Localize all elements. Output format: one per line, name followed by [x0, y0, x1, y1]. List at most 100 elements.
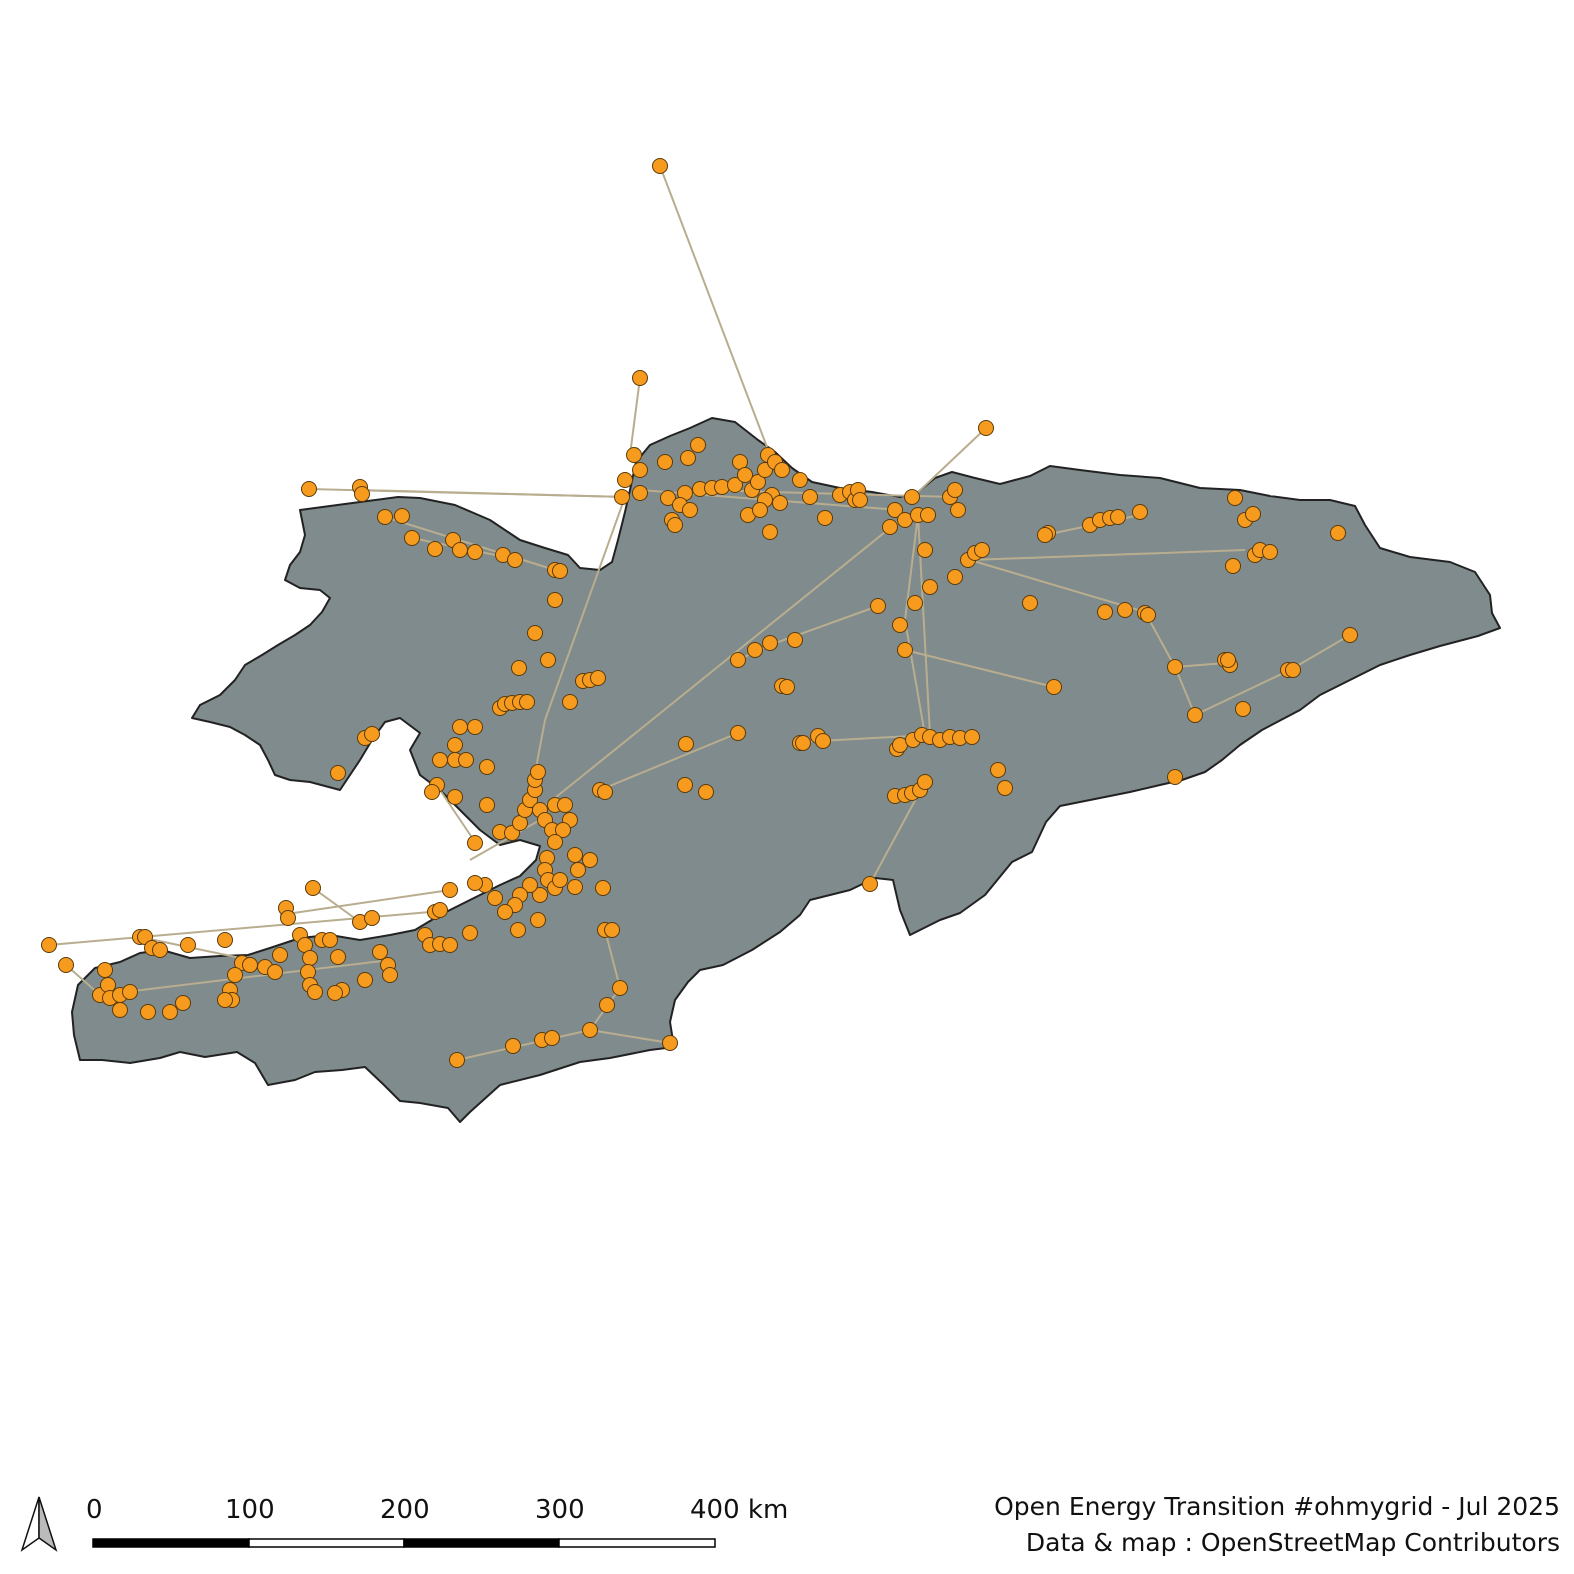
power-line: [1174, 662, 1226, 668]
substation-node: [1330, 525, 1346, 541]
substation-node: [690, 437, 706, 453]
substation-node: [511, 660, 527, 676]
substation-node: [762, 524, 778, 540]
substation-node: [452, 719, 468, 735]
substation-node: [774, 462, 790, 478]
substation-node: [590, 670, 606, 686]
substation-node: [907, 595, 923, 611]
substation-node: [467, 835, 483, 851]
power-line: [589, 1029, 671, 1044]
substation-node: [667, 517, 683, 533]
substation-node: [530, 764, 546, 780]
substation-node: [632, 485, 648, 501]
substation-node: [1235, 701, 1251, 717]
substation-node: [527, 625, 543, 641]
scale-label-300: 300: [535, 1495, 585, 1525]
substation-node: [974, 542, 990, 558]
substation-node: [1285, 662, 1301, 678]
substation-node: [301, 481, 317, 497]
substation-node: [280, 910, 296, 926]
substation-node: [779, 679, 795, 695]
substation-node: [852, 492, 868, 508]
substation-node: [162, 1004, 178, 1020]
substation-node: [922, 579, 938, 595]
substation-node: [626, 447, 642, 463]
substation-node: [1187, 707, 1203, 723]
substation-node: [1227, 490, 1243, 506]
substation-node: [997, 780, 1013, 796]
substation-node: [570, 862, 586, 878]
substation-node: [917, 542, 933, 558]
substation-node: [792, 472, 808, 488]
substation-node: [862, 876, 878, 892]
substation-node: [404, 530, 420, 546]
scale-label-400: 400 km: [690, 1495, 789, 1525]
substation-node: [364, 726, 380, 742]
substation-node: [377, 509, 393, 525]
substation-node: [677, 777, 693, 793]
power-line: [279, 889, 451, 916]
substation-node: [1132, 504, 1148, 520]
substation-node: [897, 642, 913, 658]
substation-node: [1342, 627, 1358, 643]
substation-node: [772, 495, 788, 511]
scale-segment-4: [558, 1538, 716, 1548]
power-line: [914, 427, 987, 496]
substation-node: [892, 617, 908, 633]
substation-node: [394, 508, 410, 524]
substation-node: [750, 474, 766, 490]
power-line: [604, 929, 621, 989]
substation-node: [479, 797, 495, 813]
substation-node: [617, 472, 633, 488]
substation-node: [787, 632, 803, 648]
substation-node: [1225, 558, 1241, 574]
substation-node: [175, 995, 191, 1011]
substation-node: [227, 967, 243, 983]
substation-node: [302, 950, 318, 966]
substation-node: [530, 912, 546, 928]
substation-node: [762, 635, 778, 651]
power-line: [659, 165, 771, 456]
scale-segment-3: [403, 1538, 560, 1548]
substation-node: [447, 789, 463, 805]
substation-node: [599, 997, 615, 1013]
substation-node: [442, 882, 458, 898]
substation-node: [427, 541, 443, 557]
substation-node: [547, 834, 563, 850]
substation-node: [305, 880, 321, 896]
north-arrow-icon: [20, 1496, 58, 1552]
substation-node: [327, 985, 343, 1001]
substation-node: [595, 880, 611, 896]
power-line: [969, 549, 1246, 561]
substation-node: [737, 467, 753, 483]
substation-node: [1262, 544, 1278, 560]
substation-node: [964, 729, 980, 745]
substation-node: [552, 563, 568, 579]
substation-node: [802, 489, 818, 505]
substation-node: [1167, 659, 1183, 675]
substation-node: [1097, 604, 1113, 620]
power-line: [904, 649, 1055, 688]
substation-node: [1046, 679, 1062, 695]
power-line: [312, 887, 361, 923]
substation-node: [920, 507, 936, 523]
substation-node: [217, 932, 233, 948]
substation-node: [462, 925, 478, 941]
substation-node: [1220, 652, 1236, 668]
substation-node: [882, 519, 898, 535]
substation-node: [660, 490, 676, 506]
substation-node: [1110, 509, 1126, 525]
substation-node: [567, 879, 583, 895]
substation-node: [562, 694, 578, 710]
power-line: [469, 819, 541, 861]
power-line: [904, 619, 926, 736]
substation-node: [582, 852, 598, 868]
substation-node: [887, 502, 903, 518]
substation-node: [372, 944, 388, 960]
substation-node: [519, 694, 535, 710]
credit-title: Open Energy Transition #ohmygrid - Jul 2…: [994, 1492, 1560, 1521]
substation-node: [950, 502, 966, 518]
substation-node: [330, 765, 346, 781]
substation-node: [122, 984, 138, 1000]
substation-node: [632, 462, 648, 478]
